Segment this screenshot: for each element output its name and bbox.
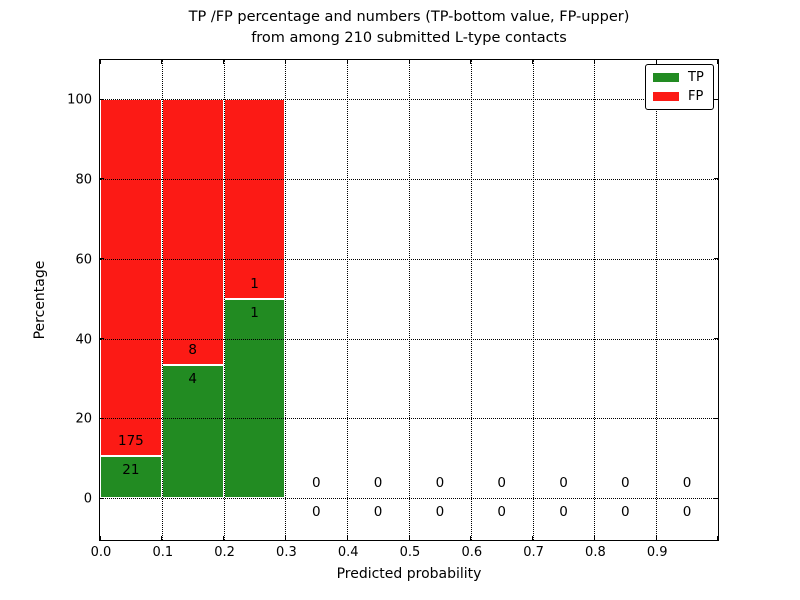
fp-count-label: 0 bbox=[497, 475, 506, 492]
x-tick-label: 0.2 bbox=[214, 545, 235, 560]
x-tick-top bbox=[470, 60, 472, 64]
x-tick-bottom bbox=[346, 536, 348, 540]
legend-label: FP bbox=[688, 88, 704, 104]
x-tick-top bbox=[346, 60, 348, 64]
tp-count-label: 0 bbox=[497, 504, 506, 521]
x-tick-label: 0.0 bbox=[90, 545, 112, 560]
fp-count-label: 0 bbox=[559, 475, 568, 492]
x-gridline bbox=[409, 60, 410, 540]
tp-bar bbox=[223, 298, 286, 499]
y-tick-label: 100 bbox=[67, 92, 92, 108]
y-tick-right bbox=[714, 258, 718, 260]
y-tick-label: 40 bbox=[75, 332, 92, 348]
fp-count-label: 0 bbox=[435, 475, 445, 492]
y-tick-left bbox=[100, 98, 104, 100]
fp-count-label: 175 bbox=[118, 432, 144, 449]
y-tick-right bbox=[714, 338, 718, 340]
plot-area: 175 21 8 4 1 1 0 0 0 0 0 0 0 0 0 0 0 0 0 0 bbox=[99, 59, 719, 541]
tp-count-label: 1 bbox=[250, 304, 259, 321]
x-tick-top bbox=[99, 60, 101, 64]
tp-count-label: 0 bbox=[373, 504, 383, 521]
x-gridline bbox=[656, 60, 658, 540]
x-gridline bbox=[470, 60, 472, 540]
y-tick-left bbox=[100, 338, 104, 340]
x-tick-bottom bbox=[470, 536, 472, 540]
legend-label: TP bbox=[688, 70, 704, 86]
fp-count-label: 0 bbox=[621, 475, 630, 492]
y-tick-right bbox=[714, 98, 718, 100]
x-tick-label: 0.4 bbox=[337, 545, 359, 560]
y-tick-label: 60 bbox=[75, 252, 92, 268]
y-tick-label: 80 bbox=[75, 172, 92, 188]
fp-count-label: 0 bbox=[312, 475, 321, 492]
y-tick-right bbox=[714, 497, 718, 499]
y-tick-right bbox=[714, 178, 718, 180]
x-tick-bottom bbox=[284, 536, 286, 540]
x-tick-label: 0.5 bbox=[399, 545, 421, 560]
x-tick-bottom bbox=[593, 536, 595, 540]
x-tick-bottom bbox=[716, 536, 718, 540]
y-tick-label: 0 bbox=[83, 491, 92, 507]
tp-count-label: 0 bbox=[435, 504, 445, 521]
x-tick-top bbox=[284, 60, 286, 64]
y-axis-label: Percentage bbox=[32, 260, 48, 340]
y-tick-left bbox=[100, 417, 104, 419]
tp-bar bbox=[100, 455, 162, 499]
fp-bar bbox=[223, 99, 286, 299]
x-tick-bottom bbox=[99, 536, 101, 540]
tp-count-label: 21 bbox=[122, 461, 140, 478]
x-gridline bbox=[223, 60, 225, 540]
y-tick-right bbox=[714, 417, 718, 419]
tp-bar bbox=[161, 365, 224, 499]
x-tick-label: 0.6 bbox=[461, 545, 483, 560]
y-tick-label: 20 bbox=[75, 411, 92, 427]
fp-count-label: 0 bbox=[373, 475, 383, 492]
x-tick-label: 0.1 bbox=[152, 545, 174, 560]
x-tick-top bbox=[593, 60, 595, 64]
tp-swatch bbox=[653, 73, 679, 83]
tp-count-label: 0 bbox=[682, 504, 692, 521]
tp-count-label: 0 bbox=[621, 504, 630, 521]
fp-bar bbox=[100, 99, 162, 456]
fp-count-label: 0 bbox=[682, 475, 692, 492]
tp-count-label: 4 bbox=[188, 371, 197, 388]
x-tick-top bbox=[408, 60, 410, 64]
fp-bar bbox=[161, 99, 224, 366]
x-tick-bottom bbox=[161, 536, 163, 540]
x-tick-label: 0.9 bbox=[646, 545, 668, 560]
tp-count-label: 0 bbox=[559, 504, 568, 521]
x-tick-bottom bbox=[655, 536, 657, 540]
fp-count-label: 8 bbox=[188, 342, 197, 359]
x-tick-bottom bbox=[408, 536, 410, 540]
y-tick-left bbox=[100, 258, 104, 260]
x-tick-bottom bbox=[223, 536, 225, 540]
x-tick-top bbox=[223, 60, 225, 64]
chart-title-line1: TP /FP percentage and numbers (TP-bottom… bbox=[188, 9, 630, 25]
x-gridline bbox=[285, 60, 287, 540]
x-tick-label: 0.8 bbox=[585, 545, 606, 560]
fp-count-label: 1 bbox=[250, 275, 259, 292]
x-tick-top bbox=[532, 60, 534, 64]
x-gridline bbox=[161, 60, 163, 540]
fp-swatch bbox=[653, 91, 679, 101]
x-gridline bbox=[532, 60, 534, 540]
x-tick-top bbox=[655, 60, 657, 64]
x-gridline bbox=[594, 60, 596, 540]
y-tick-left bbox=[100, 497, 104, 499]
x-gridline bbox=[347, 60, 349, 540]
y-tick-left bbox=[100, 178, 104, 180]
x-tick-top bbox=[161, 60, 163, 64]
x-tick-label: 0.7 bbox=[523, 545, 544, 560]
legend-item: FP bbox=[653, 90, 706, 103]
x-axis-label: Predicted probability bbox=[336, 566, 482, 582]
tp-count-label: 0 bbox=[312, 504, 321, 521]
legend: TP FP bbox=[645, 64, 714, 110]
x-tick-top bbox=[716, 60, 718, 64]
chart-title-line2: from among 210 submitted L-type contacts bbox=[251, 30, 567, 46]
chart-title: TP /FP percentage and numbers (TP-bottom… bbox=[100, 7, 718, 49]
x-tick-bottom bbox=[532, 536, 534, 540]
legend-item: TP bbox=[653, 71, 706, 84]
x-tick-label: 0.3 bbox=[276, 545, 297, 560]
